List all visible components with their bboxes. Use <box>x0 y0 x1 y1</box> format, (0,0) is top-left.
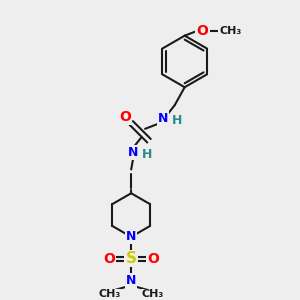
Text: S: S <box>126 251 137 266</box>
Text: O: O <box>103 252 115 266</box>
Text: H: H <box>172 114 182 128</box>
Text: O: O <box>147 252 159 266</box>
Text: O: O <box>119 110 131 124</box>
Text: CH₃: CH₃ <box>142 289 164 299</box>
Text: N: N <box>126 274 136 287</box>
Text: N: N <box>128 146 138 159</box>
Text: N: N <box>158 112 168 125</box>
Text: CH₃: CH₃ <box>98 289 121 299</box>
Text: O: O <box>196 24 208 38</box>
Text: CH₃: CH₃ <box>219 26 242 36</box>
Text: H: H <box>142 148 152 161</box>
Text: N: N <box>126 230 136 243</box>
